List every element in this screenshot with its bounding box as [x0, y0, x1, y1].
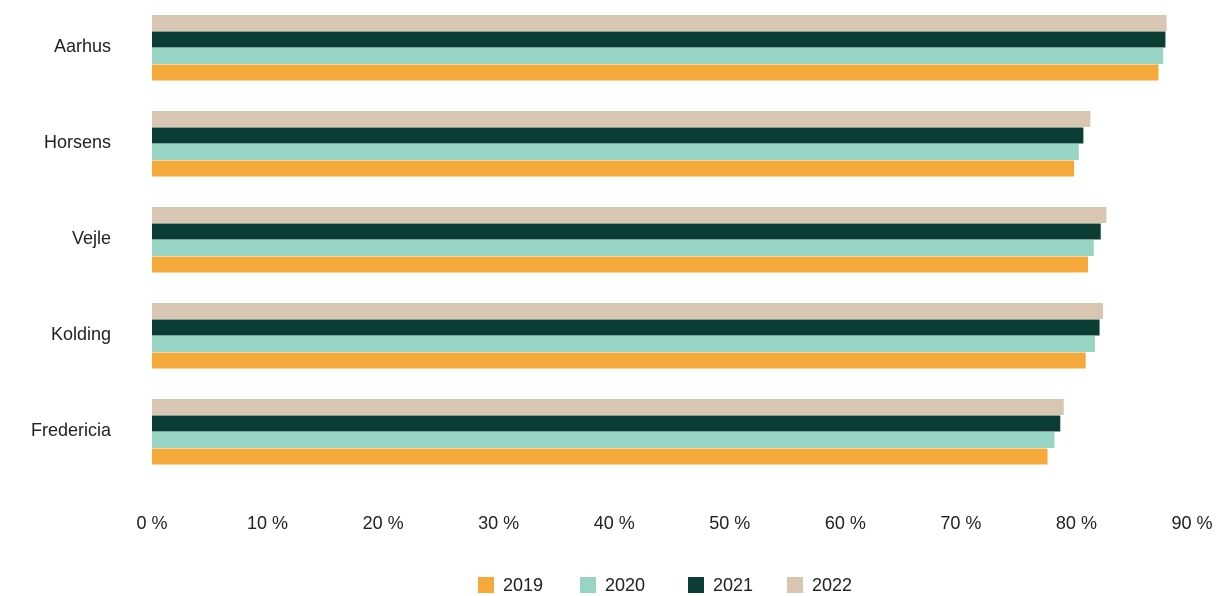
x-tick-label: 90 % — [1171, 513, 1212, 533]
legend-label: 2019 — [503, 575, 543, 595]
y-tick-label: Aarhus — [54, 36, 111, 56]
legend-swatch — [688, 577, 704, 593]
x-tick-label: 0 % — [136, 513, 167, 533]
bar — [152, 15, 1167, 31]
bar — [152, 415, 1061, 432]
bar — [152, 48, 1164, 64]
legend-swatch — [580, 577, 596, 593]
bar — [152, 240, 1094, 256]
bar — [152, 207, 1107, 223]
legend-label: 2021 — [713, 575, 753, 595]
x-tick-label: 80 % — [1056, 513, 1097, 533]
bar — [152, 303, 1104, 319]
x-tick-label: 40 % — [594, 513, 635, 533]
bar — [152, 127, 1084, 144]
legend-label: 2020 — [605, 575, 645, 595]
x-tick-label: 50 % — [709, 513, 750, 533]
bar — [152, 144, 1079, 160]
bar — [152, 160, 1075, 177]
y-tick-label: Fredericia — [31, 420, 112, 440]
bar — [152, 336, 1095, 352]
bar — [152, 111, 1091, 127]
legend-label: 2022 — [812, 575, 852, 595]
bar — [152, 448, 1048, 465]
y-tick-label: Kolding — [51, 324, 111, 344]
bar — [152, 399, 1064, 415]
bar — [152, 64, 1159, 81]
bar — [152, 256, 1088, 273]
x-tick-label: 20 % — [363, 513, 404, 533]
y-tick-label: Vejle — [72, 228, 111, 248]
legend-swatch — [478, 577, 494, 593]
bar — [152, 31, 1166, 48]
bar — [152, 432, 1055, 448]
legend-swatch — [787, 577, 803, 593]
x-tick-label: 10 % — [247, 513, 288, 533]
x-tick-label: 60 % — [825, 513, 866, 533]
x-tick-label: 30 % — [478, 513, 519, 533]
y-tick-label: Horsens — [44, 132, 111, 152]
bar — [152, 319, 1100, 336]
bar — [152, 223, 1101, 240]
x-tick-label: 70 % — [940, 513, 981, 533]
bar — [152, 352, 1086, 369]
